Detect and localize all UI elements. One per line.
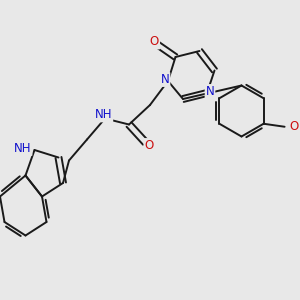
- Text: O: O: [289, 120, 298, 133]
- Text: N: N: [206, 85, 214, 98]
- Text: O: O: [150, 35, 159, 49]
- Text: O: O: [145, 139, 154, 152]
- Text: NH: NH: [95, 108, 112, 122]
- Text: NH: NH: [14, 142, 32, 155]
- Text: N: N: [160, 73, 169, 86]
